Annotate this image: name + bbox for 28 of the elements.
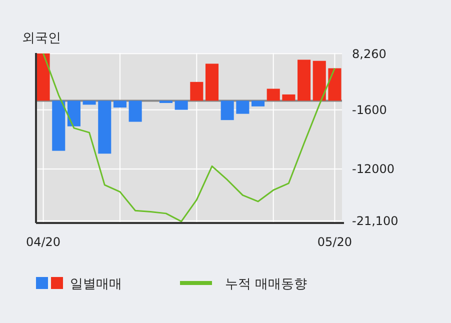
y-tick-label: 8,260 (352, 46, 386, 61)
bar (82, 100, 96, 105)
bar (312, 60, 326, 101)
bar (190, 82, 204, 101)
bar (128, 100, 142, 122)
bar (328, 68, 342, 101)
legend-label: 누적 매매동향 (225, 277, 308, 292)
bar (36, 53, 50, 101)
legend-label: 일별매매 (70, 277, 122, 292)
x-tick-label: 04/20 (26, 235, 61, 249)
bar (67, 100, 80, 126)
y-tick-label: -1600 (352, 103, 387, 118)
y-tick-label: -21,100 (352, 214, 398, 228)
bar (113, 100, 126, 108)
bar (52, 100, 66, 151)
bar (282, 94, 296, 101)
bar (98, 100, 112, 154)
bar (236, 100, 250, 114)
bar (205, 64, 219, 101)
chart-title: 외국인 (22, 31, 61, 46)
bar (174, 100, 188, 110)
x-tick-label: 05/20 (317, 235, 352, 249)
bar (266, 88, 280, 101)
bar (298, 60, 311, 101)
bar (220, 100, 234, 120)
y-tick-label: -12000 (352, 162, 395, 176)
bar (252, 100, 265, 106)
line-series (42, 52, 336, 222)
